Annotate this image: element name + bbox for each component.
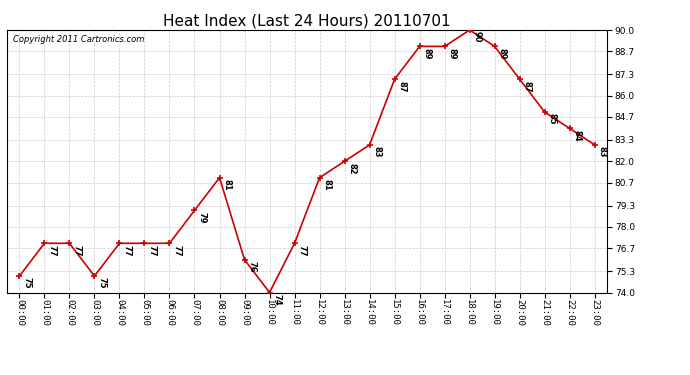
Text: 74: 74 <box>273 294 282 306</box>
Text: 77: 77 <box>172 244 181 256</box>
Text: 83: 83 <box>373 146 382 158</box>
Text: 87: 87 <box>522 81 531 92</box>
Text: 81: 81 <box>322 179 331 190</box>
Text: 76: 76 <box>247 261 256 273</box>
Text: 89: 89 <box>497 48 506 59</box>
Text: 83: 83 <box>598 146 607 158</box>
Text: Copyright 2011 Cartronics.com: Copyright 2011 Cartronics.com <box>13 35 144 44</box>
Text: 89: 89 <box>447 48 456 59</box>
Text: 77: 77 <box>297 244 306 256</box>
Text: 77: 77 <box>47 244 56 256</box>
Text: 77: 77 <box>72 244 81 256</box>
Text: 75: 75 <box>97 278 106 289</box>
Text: 90: 90 <box>473 32 482 43</box>
Text: 84: 84 <box>573 130 582 141</box>
Text: 89: 89 <box>422 48 431 59</box>
Text: 87: 87 <box>397 81 406 92</box>
Text: 82: 82 <box>347 163 356 174</box>
Text: 81: 81 <box>222 179 231 190</box>
Text: 77: 77 <box>147 244 156 256</box>
Text: 75: 75 <box>22 278 31 289</box>
Text: 77: 77 <box>122 244 131 256</box>
Title: Heat Index (Last 24 Hours) 20110701: Heat Index (Last 24 Hours) 20110701 <box>164 14 451 29</box>
Text: 79: 79 <box>197 212 206 223</box>
Text: 85: 85 <box>547 113 556 125</box>
